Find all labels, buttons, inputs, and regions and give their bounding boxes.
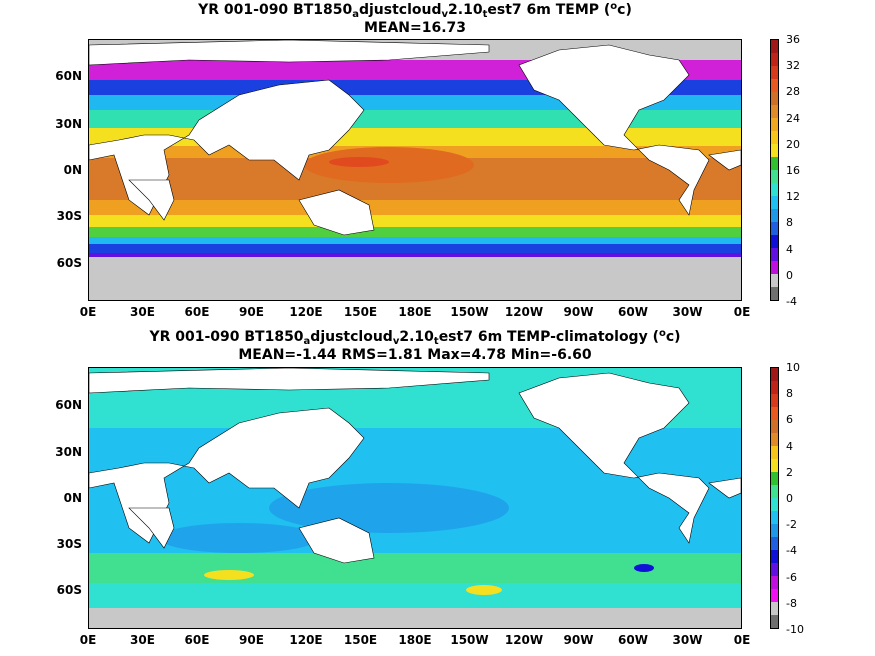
panel2-colorbar-label: 2 xyxy=(786,465,793,479)
panel2-lon-label: 150E xyxy=(343,633,378,647)
panel1-lat-label: 60S xyxy=(56,256,82,270)
panel2-lat-label: 60N xyxy=(55,398,82,412)
panel2-lon-label: 90E xyxy=(239,633,264,647)
panel1-lat-label: 60N xyxy=(55,69,82,83)
panel2-lon-label: 0E xyxy=(79,633,97,647)
panel1-lon-label: 60W xyxy=(618,305,648,319)
panel1-lat-label: 30N xyxy=(55,117,82,131)
panel2-colorbar-label: 4 xyxy=(786,439,793,453)
panel1-colorbar-label: 20 xyxy=(786,137,800,151)
panel1-lon-label: 90E xyxy=(239,305,264,319)
panel2-colorbar-label: 6 xyxy=(786,413,793,427)
panel1-colorbar-label: 24 xyxy=(786,111,800,125)
panel1-lon-label: 150W xyxy=(450,305,489,319)
panel2-map xyxy=(88,367,742,629)
panel2-lat-label: 30N xyxy=(55,445,82,459)
panel1-lon-label: 60E xyxy=(184,305,210,319)
panel2-lon-label: 30E xyxy=(130,633,155,647)
panel2-colorbar-label: -8 xyxy=(786,596,797,610)
panel1-lon-label: 120E xyxy=(289,305,323,319)
panel2-lon-label: 30W xyxy=(672,633,703,647)
panel1-lon-label: 150E xyxy=(343,305,378,319)
panel2-lat-label: 30S xyxy=(56,537,82,551)
panel1-colorbar-label: 4 xyxy=(786,242,793,256)
panel2-colorbar-label: 10 xyxy=(786,361,800,374)
panel1-colorbar-label: -4 xyxy=(786,295,797,308)
panel2-lon-label: 180E xyxy=(398,633,432,647)
panel1-lat-label: 0N xyxy=(63,163,82,177)
panel2-lon-label: 60W xyxy=(618,633,648,647)
panel1-colorbar-label: 36 xyxy=(786,33,800,46)
panel2-lat-label: 60S xyxy=(56,583,82,597)
panel2-lon-label: 120W xyxy=(504,633,544,647)
panel2-lon-label: 120E xyxy=(289,633,323,647)
panel1-colorbar-label: 8 xyxy=(786,216,793,230)
panel1-lon-label: 120W xyxy=(504,305,544,319)
panel1-colorbar-label: 12 xyxy=(786,190,800,204)
panel2-colorbar-label: -6 xyxy=(786,570,797,584)
panel1-colorbar-label: 16 xyxy=(786,164,800,177)
panel1-lon-label: 180E xyxy=(398,305,432,319)
panel2-colorbar-label: -2 xyxy=(786,518,797,532)
panel2-lon-label: 90W xyxy=(563,633,594,647)
panel2-lon-label: 60E xyxy=(184,633,210,647)
panel1-colorbar xyxy=(770,39,779,301)
panel2-stats: MEAN=-1.44 RMS=1.81 Max=4.78 Min=-6.60 xyxy=(238,347,592,363)
panel2-colorbar xyxy=(770,367,779,629)
panel1-title: YR 001-090 BT1850adjustcloudv2.10test7 6… xyxy=(198,1,632,20)
panel2-title: YR 001-090 BT1850adjustcloudv2.10test7 6… xyxy=(149,328,681,347)
panel1-lon-label: 0E xyxy=(79,305,97,319)
panel2-colorbar-label: -4 xyxy=(786,544,797,558)
panel1-map xyxy=(88,39,742,301)
panel2-colorbar-label: 8 xyxy=(786,387,793,401)
panel1-lon-label: 0E xyxy=(733,305,751,319)
panel1-lon-label: 90W xyxy=(563,305,594,319)
panel1-lon-label: 30E xyxy=(130,305,155,319)
panel1-lat-label: 30S xyxy=(56,209,82,223)
panel2-lon-label: 0E xyxy=(733,633,751,647)
panel1-colorbar-label: 32 xyxy=(786,59,800,73)
panel1-lon-label: 30W xyxy=(672,305,703,319)
panel2-lon-label: 150W xyxy=(450,633,489,647)
panel2-colorbar-label: -10 xyxy=(786,623,804,636)
panel2-lat-label: 0N xyxy=(63,491,82,505)
panel2-colorbar-label: 0 xyxy=(786,492,793,505)
panel1-stats: MEAN=16.73 xyxy=(363,20,467,36)
panel1-colorbar-label: 28 xyxy=(786,85,800,99)
panel1-colorbar-label: 0 xyxy=(786,268,793,282)
